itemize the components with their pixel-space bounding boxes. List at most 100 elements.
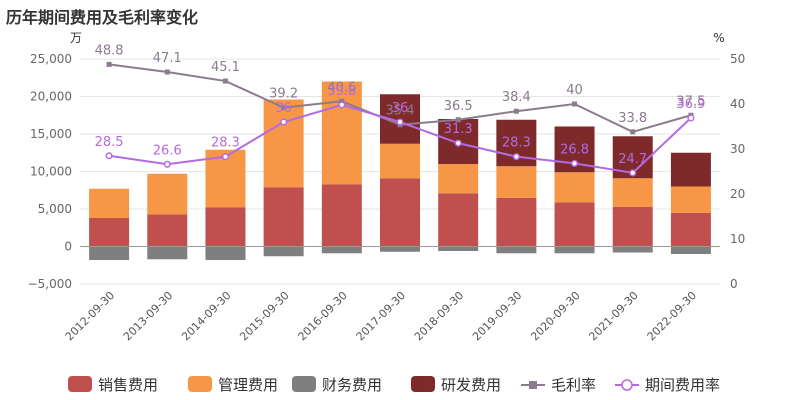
marker-毛利率 bbox=[572, 101, 578, 107]
data-label-毛利率: 40 bbox=[566, 83, 583, 98]
legend-label: 管理费用 bbox=[218, 376, 278, 394]
y-tick-label: 5,000 bbox=[38, 202, 72, 216]
marker-期间费用率 bbox=[163, 160, 171, 168]
bar-财务费用 bbox=[205, 246, 246, 260]
bar-销售费用 bbox=[554, 202, 595, 247]
bar-销售费用 bbox=[263, 187, 304, 247]
legend-swatch bbox=[292, 376, 316, 392]
x-tick-label: 2012-09-30 bbox=[63, 289, 117, 343]
bar-管理费用 bbox=[263, 99, 304, 188]
bar-销售费用 bbox=[89, 218, 130, 247]
bar-财务费用 bbox=[612, 246, 653, 253]
legend-marker bbox=[621, 379, 633, 391]
marker-毛利率 bbox=[339, 98, 345, 104]
legend-label: 销售费用 bbox=[98, 376, 158, 394]
data-label-期间费用率: 31.3 bbox=[444, 122, 473, 137]
bar-财务费用 bbox=[321, 246, 362, 254]
bar-管理费用 bbox=[612, 178, 653, 207]
y-tick-label: −5,000 bbox=[28, 277, 72, 291]
marker-毛利率 bbox=[281, 105, 287, 111]
marker-毛利率 bbox=[222, 78, 228, 84]
y-tick-label: 20,000 bbox=[30, 90, 72, 104]
data-label-期间费用率: 28.3 bbox=[502, 136, 531, 151]
bar-财务费用 bbox=[380, 246, 420, 252]
bar-研发费用 bbox=[670, 152, 711, 187]
bar-管理费用 bbox=[554, 172, 595, 203]
legend-swatch bbox=[188, 376, 212, 392]
bar-管理费用 bbox=[89, 188, 130, 218]
bar-财务费用 bbox=[496, 246, 537, 254]
y-tick-label: 10,000 bbox=[30, 165, 72, 179]
data-label-期间费用率: 36 bbox=[392, 101, 409, 116]
y2-tick-label: 0 bbox=[730, 277, 738, 291]
data-label-毛利率: 36.5 bbox=[444, 99, 473, 114]
y2-tick-label: 50 bbox=[730, 52, 745, 66]
marker-期间费用率 bbox=[512, 153, 520, 161]
y2-tick-label: 30 bbox=[730, 142, 745, 156]
data-label-毛利率: 33.8 bbox=[618, 111, 647, 126]
marker-期间费用率 bbox=[570, 159, 579, 167]
y2-tick-label: 10 bbox=[730, 232, 745, 246]
data-label-毛利率: 39.2 bbox=[269, 87, 298, 102]
bar-财务费用 bbox=[670, 246, 711, 254]
legend-swatch bbox=[68, 376, 92, 392]
bar-销售费用 bbox=[670, 212, 711, 247]
y-tick-label: 25,000 bbox=[30, 52, 72, 66]
y2-tick-label: 40 bbox=[730, 97, 745, 111]
data-label-期间费用率: 28.3 bbox=[211, 136, 240, 151]
x-tick-label: 2014-09-30 bbox=[179, 289, 233, 343]
marker-期间费用率 bbox=[105, 152, 113, 160]
y-tick-label: 0 bbox=[64, 240, 72, 254]
data-label-毛利率: 40.6 bbox=[327, 80, 356, 95]
legend-label: 期间费用率 bbox=[645, 376, 720, 394]
bar-财务费用 bbox=[554, 246, 595, 254]
x-tick-label: 2022-09-30 bbox=[645, 289, 699, 343]
y2-tick-label: 20 bbox=[730, 187, 745, 201]
bar-管理费用 bbox=[496, 166, 537, 198]
data-label-毛利率: 48.8 bbox=[95, 43, 124, 58]
data-label-毛利率: 38.4 bbox=[502, 90, 531, 105]
marker-毛利率 bbox=[630, 129, 636, 135]
x-tick-label: 2019-09-30 bbox=[470, 289, 524, 343]
marker-期间费用率 bbox=[454, 139, 462, 147]
bar-销售费用 bbox=[380, 178, 420, 247]
bar-财务费用 bbox=[89, 246, 130, 260]
bar-财务费用 bbox=[438, 246, 479, 251]
legend-swatch bbox=[411, 376, 435, 392]
x-tick-label: 2020-09-30 bbox=[528, 289, 582, 343]
bar-财务费用 bbox=[263, 246, 304, 257]
data-label-期间费用率: 39.8 bbox=[327, 84, 356, 99]
bar-管理费用 bbox=[321, 81, 362, 185]
marker-期间费用率 bbox=[396, 118, 404, 126]
bar-销售费用 bbox=[496, 197, 537, 247]
chart-title: 历年期间费用及毛利率变化 bbox=[6, 8, 199, 27]
data-label-期间费用率: 26.6 bbox=[153, 143, 182, 158]
bar-销售费用 bbox=[612, 206, 653, 247]
legend-label: 财务费用 bbox=[322, 376, 382, 394]
marker-期间费用率 bbox=[629, 169, 637, 177]
data-label-期间费用率: 36 bbox=[275, 101, 292, 116]
data-label-毛利率: 47.1 bbox=[153, 51, 182, 66]
data-label-期间费用率: 26.8 bbox=[560, 142, 589, 157]
bar-管理费用 bbox=[147, 173, 188, 215]
marker-毛利率 bbox=[455, 117, 461, 123]
x-tick-label: 2013-09-30 bbox=[121, 289, 175, 343]
left-unit-label: 万 bbox=[70, 31, 82, 45]
bar-管理费用 bbox=[380, 143, 420, 179]
x-tick-label: 2015-09-30 bbox=[237, 289, 291, 343]
data-label-毛利率: 35.4 bbox=[386, 104, 415, 119]
bar-销售费用 bbox=[321, 184, 362, 247]
bar-管理费用 bbox=[670, 186, 711, 213]
legend-label: 毛利率 bbox=[551, 376, 596, 394]
legend-marker bbox=[529, 381, 537, 389]
marker-期间费用率 bbox=[280, 118, 288, 126]
x-tick-label: 2018-09-30 bbox=[412, 289, 466, 343]
marker-期间费用率 bbox=[221, 153, 230, 161]
bar-管理费用 bbox=[438, 164, 479, 194]
y-tick-label: 15,000 bbox=[30, 127, 72, 141]
x-tick-label: 2017-09-30 bbox=[354, 289, 408, 343]
bar-销售费用 bbox=[147, 214, 188, 247]
marker-期间费用率 bbox=[338, 101, 346, 109]
marker-毛利率 bbox=[106, 61, 112, 67]
